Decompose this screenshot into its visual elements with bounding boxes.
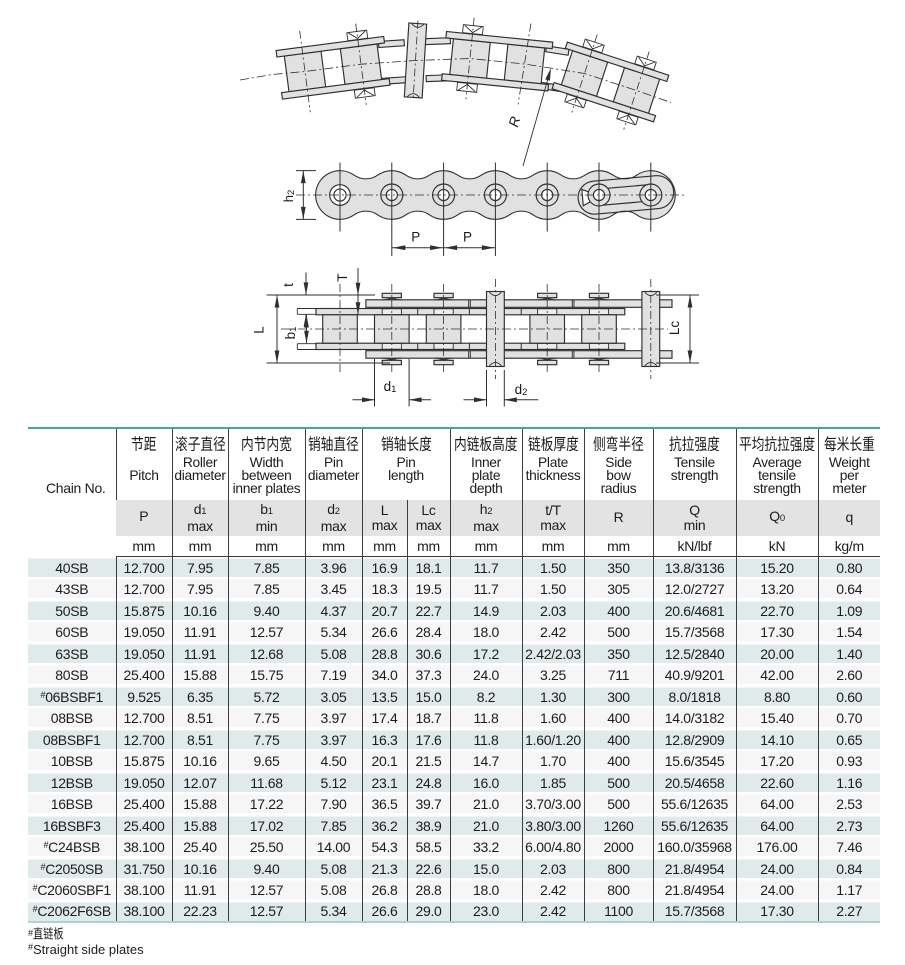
svg-text:h2: h2: [281, 190, 297, 203]
svg-text:t: t: [281, 283, 296, 287]
svg-text:T: T: [335, 273, 350, 281]
svg-text:R: R: [505, 115, 523, 129]
svg-text:P: P: [411, 230, 420, 245]
svg-text:L: L: [252, 326, 267, 334]
svg-text:Lc: Lc: [667, 321, 682, 336]
svg-text:b1: b1: [283, 327, 299, 340]
svg-text:P: P: [463, 230, 472, 245]
svg-text:d1: d1: [384, 379, 397, 395]
svg-text:d2: d2: [515, 382, 528, 398]
